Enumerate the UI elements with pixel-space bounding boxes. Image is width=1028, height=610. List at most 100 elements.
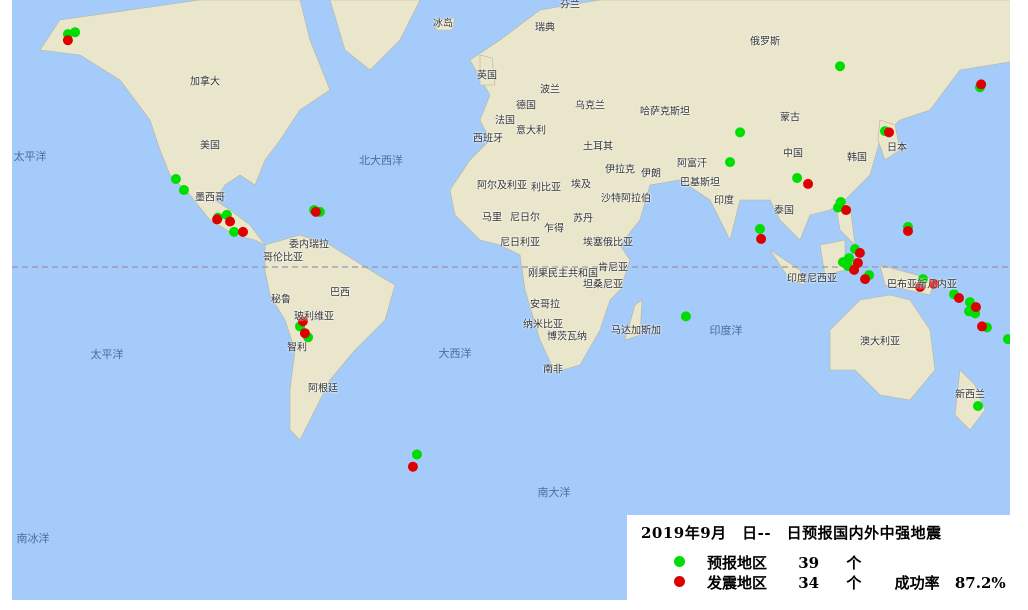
map-label: 瑞典 xyxy=(535,22,555,34)
forecast-point[interactable] xyxy=(178,185,189,196)
map-label: 马里 xyxy=(482,212,502,224)
map-label: 泰国 xyxy=(774,205,794,217)
quake-point[interactable] xyxy=(407,461,418,472)
quake-point[interactable] xyxy=(883,127,894,138)
legend-title: 2019年9月 日-- 日预报国内外中强地震 xyxy=(641,524,942,542)
map-label: 太平洋 xyxy=(90,348,124,361)
forecast-point[interactable] xyxy=(229,226,240,237)
landmass xyxy=(954,369,986,431)
map-label: 马达加斯加 xyxy=(611,325,661,337)
forecast-dot-icon xyxy=(674,556,685,567)
quake-point[interactable] xyxy=(976,79,987,90)
quake-point[interactable] xyxy=(849,264,860,275)
map-label: 印度洋 xyxy=(709,324,743,337)
quake-point[interactable] xyxy=(902,226,913,237)
landmass xyxy=(624,299,643,341)
landmass xyxy=(829,294,936,401)
forecast-point[interactable] xyxy=(170,174,181,185)
map-label: 苏丹 xyxy=(573,213,593,225)
map-label: 玻利维亚 xyxy=(294,311,334,323)
map-label: 尼日尔 xyxy=(510,212,540,224)
forecast-point[interactable] xyxy=(1002,334,1010,345)
forecast-point[interactable] xyxy=(792,173,803,184)
forecast-point[interactable] xyxy=(754,223,765,234)
map-label: 利比亚 xyxy=(531,182,561,194)
map-label: 智利 xyxy=(287,342,307,354)
map-label: 澳大利亚 xyxy=(860,336,900,348)
forecast-point[interactable] xyxy=(725,157,736,168)
quake-point[interactable] xyxy=(928,279,939,290)
map-label: 印度 xyxy=(714,195,734,207)
map-label: 美国 xyxy=(200,140,220,152)
quake-point[interactable] xyxy=(915,281,926,292)
map-label: 韩国 xyxy=(847,152,867,164)
forecast-row: 预报地区 39 个 xyxy=(707,552,861,573)
map-label: 哥伦比亚 xyxy=(263,252,303,264)
map-label: 阿富汗 xyxy=(677,158,707,170)
map-label: 哈萨克斯坦 xyxy=(640,106,690,118)
map-label: 蒙古 xyxy=(780,112,800,124)
map-label: 北大西洋 xyxy=(359,154,403,167)
map-label: 大西洋 xyxy=(438,347,472,360)
quake-unit: 个 xyxy=(846,574,862,592)
map-label: 博茨瓦纳 xyxy=(547,331,587,343)
map-label: 巴基斯坦 xyxy=(680,177,720,189)
quake-point[interactable] xyxy=(297,316,308,327)
map-label: 阿根廷 xyxy=(308,383,338,395)
forecast-point[interactable] xyxy=(411,449,422,460)
map-label: 乍得 xyxy=(544,223,564,235)
quake-point[interactable] xyxy=(860,274,871,285)
landmass xyxy=(435,17,456,31)
map-label: 德国 xyxy=(516,100,536,112)
map-label: 俄罗斯 xyxy=(750,36,780,48)
map-label: 秘鲁 xyxy=(271,294,291,306)
forecast-point[interactable] xyxy=(917,274,928,285)
map-label: 南冰洋 xyxy=(16,532,50,545)
map-label: 南非 xyxy=(543,364,563,376)
map-label: 波兰 xyxy=(540,84,560,96)
quake-point[interactable] xyxy=(212,214,223,225)
forecast-point[interactable] xyxy=(680,311,691,322)
quake-point[interactable] xyxy=(841,205,852,216)
map-label: 沙特阿拉伯 xyxy=(601,193,651,205)
quake-point[interactable] xyxy=(803,178,814,189)
forecast-point[interactable] xyxy=(835,61,846,72)
landmass xyxy=(264,234,396,441)
map-label: 加拿大 xyxy=(190,76,220,88)
forecast-point[interactable] xyxy=(833,202,844,213)
map-label: 印度尼西亚 xyxy=(787,273,837,285)
forecast-point[interactable] xyxy=(70,27,81,38)
map-label: 阿尔及利亚 xyxy=(477,180,527,192)
forecast-point[interactable] xyxy=(735,127,746,138)
forecast-unit: 个 xyxy=(846,554,862,572)
map-label: 巴西 xyxy=(330,287,350,299)
quake-point[interactable] xyxy=(970,302,981,313)
forecast-count: 39 xyxy=(798,554,820,572)
map-label: 中国 xyxy=(783,148,803,160)
quake-count: 34 xyxy=(798,574,820,592)
success-label: 成功率 xyxy=(894,574,940,592)
map-label: 巴布亚新几内亚 xyxy=(887,279,957,291)
quake-point[interactable] xyxy=(953,292,964,303)
quake-point[interactable] xyxy=(756,233,767,244)
map-label: 埃及 xyxy=(571,179,591,191)
quake-point[interactable] xyxy=(854,247,865,258)
map-label: 法国 xyxy=(495,115,515,127)
quake-point[interactable] xyxy=(977,321,988,332)
world-map[interactable]: 芬兰 冰岛 瑞典 俄罗斯 加拿大 英国 波兰 德国 乌克兰 法国 意大利 哈萨克斯坦 蒙古 西班牙 土耳其中… xyxy=(12,0,1010,600)
map-label: 西班牙 xyxy=(473,133,503,145)
map-label: 伊拉克 xyxy=(605,164,635,176)
quake-point[interactable] xyxy=(299,328,310,339)
quake-point[interactable] xyxy=(225,216,236,227)
quake-dot-icon xyxy=(674,576,685,587)
forecast-point[interactable] xyxy=(972,400,983,411)
quake-point[interactable] xyxy=(62,35,73,46)
map-label: 芬兰 xyxy=(560,0,580,11)
quake-point[interactable] xyxy=(238,226,248,237)
map-label: 委内瑞拉 xyxy=(289,239,329,251)
map-label: 英国 xyxy=(477,70,497,82)
landmass xyxy=(39,0,331,246)
map-label: 意大利 xyxy=(516,125,546,137)
map-label: 肯尼亚 xyxy=(598,262,628,274)
quake-point[interactable] xyxy=(310,206,321,217)
